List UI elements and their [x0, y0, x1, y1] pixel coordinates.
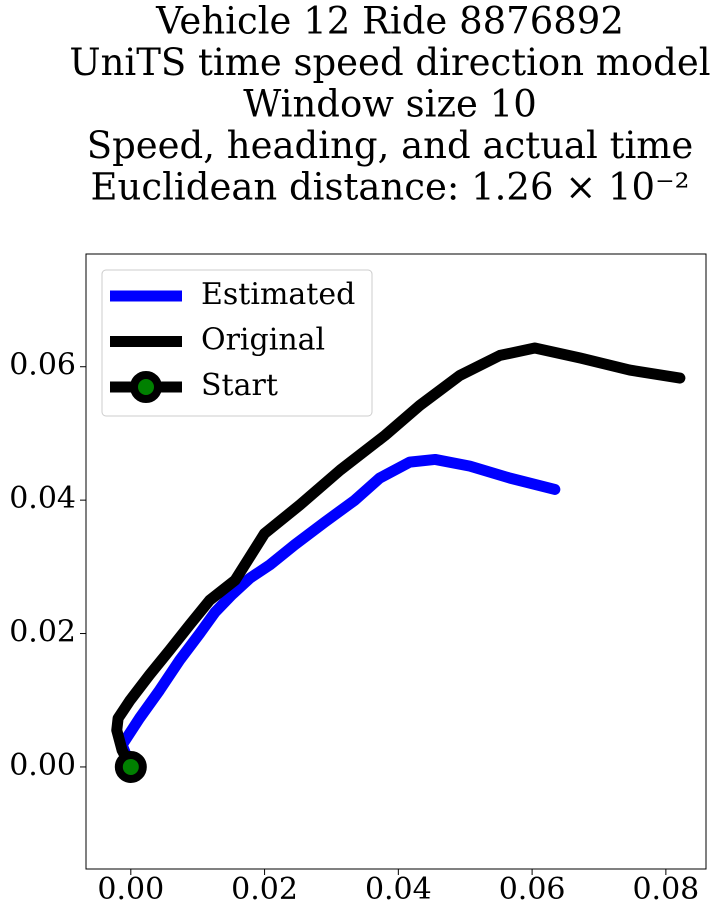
y-tick-label: 0.02: [9, 615, 76, 650]
chart-title: Window size 10: [243, 83, 537, 126]
x-tick-label: 0.04: [365, 872, 432, 907]
x-tick-label: 0.08: [632, 872, 699, 907]
chart-title: Euclidean distance: 1.26 × 10⁻²: [91, 166, 690, 209]
legend-label: Start: [201, 368, 278, 403]
x-tick-label: 0.02: [231, 872, 298, 907]
legend-label: Estimated: [201, 277, 355, 312]
series-line: [116, 453, 561, 773]
y-tick-label: 0.06: [9, 348, 76, 383]
x-tick-label: 0.00: [97, 872, 164, 907]
y-tick-label: 0.00: [9, 748, 76, 783]
chart-title: UniTS time speed direction model: [69, 41, 710, 84]
chart-title: Speed, heading, and actual time: [87, 124, 694, 167]
plot-frame: [85, 253, 707, 870]
start-marker: [114, 750, 147, 783]
chart-title: Vehicle 12 Ride 8876892: [155, 0, 624, 43]
series-line: [111, 342, 686, 773]
legend-label: Original: [201, 323, 325, 358]
legend-box: [101, 269, 373, 417]
y-tick-label: 0.04: [9, 481, 76, 516]
legend-marker: [130, 371, 162, 403]
x-tick-label: 0.06: [499, 872, 566, 907]
